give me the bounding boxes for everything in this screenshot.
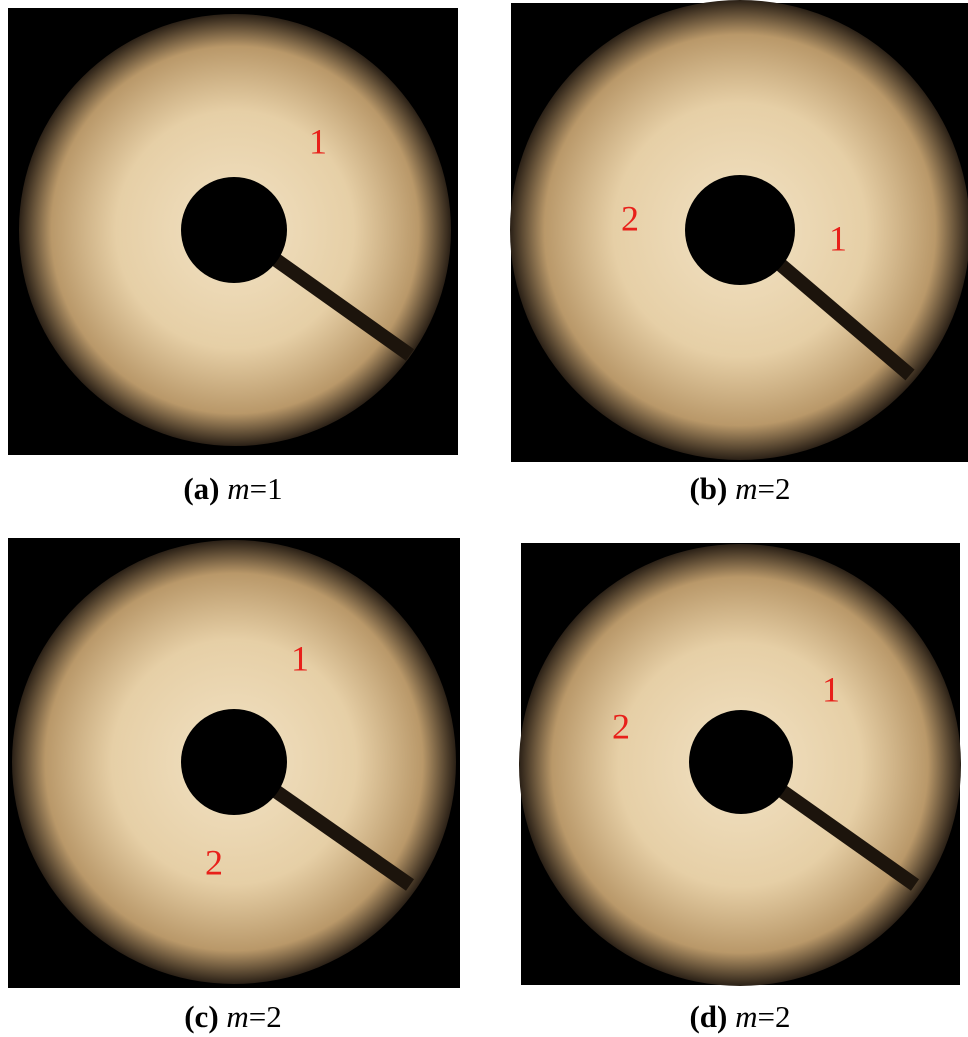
panel: 1 2 (c) m=2 [8,538,460,1034]
caption-variable: m [735,471,757,506]
caption-label: (c) [184,999,218,1034]
caption: (c) m=2 [184,999,282,1034]
caption-value: =2 [758,999,791,1034]
mode-label: 1 [291,638,309,678]
caption-value: =2 [249,999,282,1034]
page: {"panels": [ {"caption": {"label": "(a)"… [0,0,968,1037]
caption-variable: m [226,999,248,1034]
caption: (d) m=2 [689,999,790,1034]
figure: 1(a) m=121(b) m=212(c) m=221(d) m=2 [0,0,968,1037]
caption-label: (b) [689,471,727,506]
caption-space [220,471,228,506]
mode-label: 1 [822,669,840,709]
caption-space [219,999,227,1034]
central-hole [181,177,287,283]
mode-label: 2 [612,706,630,746]
mode-label: 1 [829,218,847,258]
panel: 2 1 (b) m=2 [510,0,968,506]
caption: (b) m=2 [689,471,790,506]
mode-label: 1 [309,121,327,161]
caption-label: (a) [183,471,219,506]
caption-variable: m [227,471,249,506]
caption-value: =2 [758,471,791,506]
caption-value: =1 [250,471,283,506]
central-hole [689,710,793,814]
caption-space [727,471,735,506]
mode-label: 2 [621,198,639,238]
mode-label: 2 [205,842,223,882]
panel: 2 1 (d) m=2 [519,543,961,1034]
central-hole [685,175,795,285]
caption-space [727,999,735,1034]
caption-label: (d) [689,999,727,1034]
central-hole [181,709,287,815]
caption: (a) m=1 [183,471,282,506]
caption-variable: m [735,999,757,1034]
panel: 1 (a) m=1 [8,8,458,506]
